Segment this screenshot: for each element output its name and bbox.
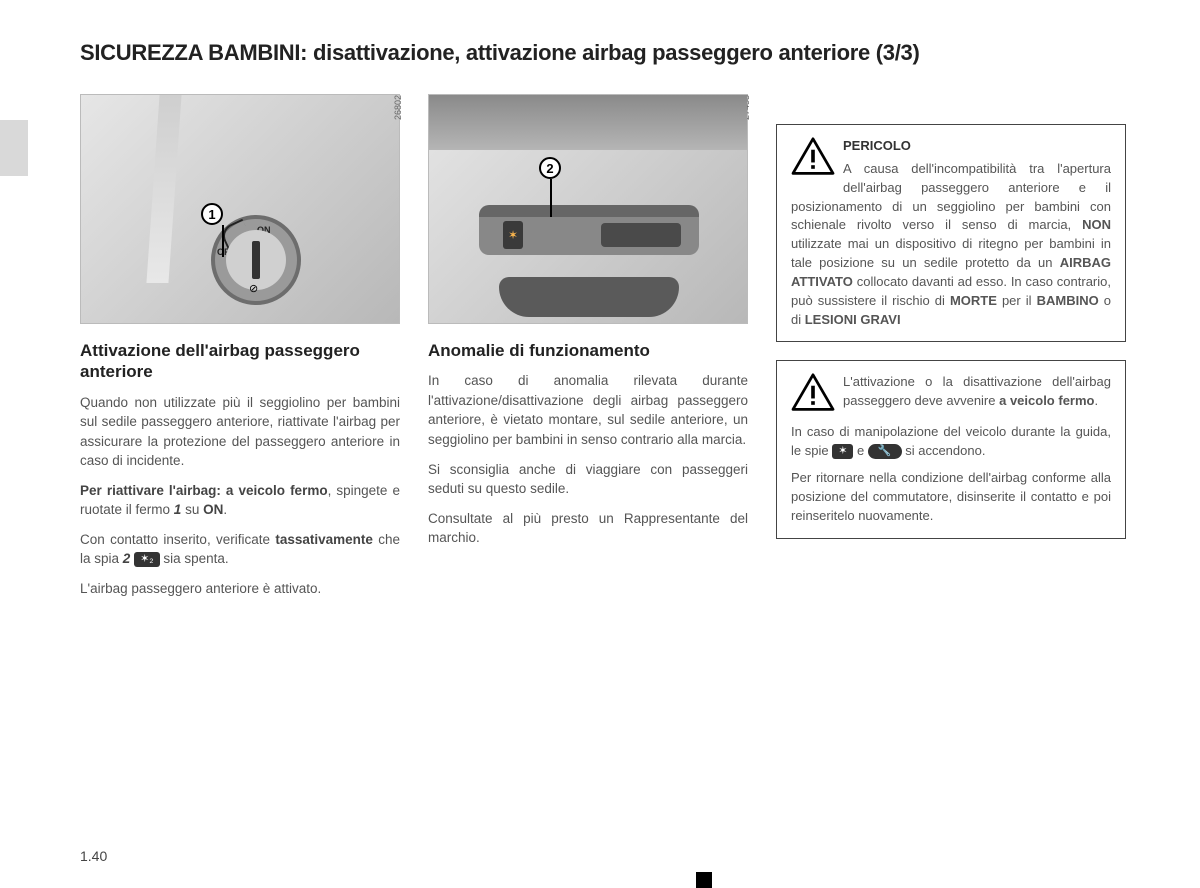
col1-heading: Attivazione dell'airbag passeggero anter… — [80, 340, 400, 383]
airbag-indicator-icon: ✶₂ — [134, 552, 160, 567]
crop-mark — [696, 872, 712, 888]
dashboard-panel: ✶ — [479, 205, 699, 255]
col2-heading: Anomalie di funzionamento — [428, 340, 748, 361]
manual-page: SICUREZZA BAMBINI: disattivazione, attiv… — [0, 0, 1200, 888]
airbag-switch-dial: ON OFF ⊘ — [211, 215, 301, 305]
callout-1: 1 — [201, 203, 223, 225]
col1-p2-bold: Per riattivare l'airbag: a veicolo fermo — [80, 483, 328, 498]
wrench-light-icon: 🔧 — [868, 444, 902, 459]
warn1-title: PERICOLO — [791, 137, 1111, 156]
col1-p2: Per riattivare l'airbag: a veicolo fermo… — [80, 481, 400, 520]
warning-triangle-icon — [791, 137, 835, 177]
airbag-warning-light-icon: ✶ — [503, 221, 523, 249]
column-right: PERICOLO A causa dell'incompatibilità tr… — [776, 94, 1126, 609]
figure-2: 27453 ✶ 2 — [428, 94, 748, 324]
warning-triangle-icon — [791, 373, 835, 413]
content-columns: 26802 ON OFF ⊘ 1 Attivazione dell'airbag… — [80, 94, 1140, 609]
col1-p3: Con contatto inserito, verificate tassat… — [80, 530, 400, 569]
col1-p4: L'airbag passeggero anteriore è attivato… — [80, 579, 400, 599]
column-middle: 27453 ✶ 2 Anomalie di funzionamento In c… — [428, 94, 748, 609]
callout-2: 2 — [539, 157, 561, 179]
figure-1: 26802 ON OFF ⊘ 1 — [80, 94, 400, 324]
page-number: 1.40 — [80, 848, 107, 864]
figure-1-code: 26802 — [393, 95, 403, 120]
airbag-light-icon: ✶ — [832, 444, 853, 459]
col1-p1: Quando non utilizzate più il seggiolino … — [80, 393, 400, 471]
airbag-symbol-icon: ⊘ — [249, 282, 258, 295]
column-left: 26802 ON OFF ⊘ 1 Attivazione dell'airbag… — [80, 94, 400, 609]
col2-p3: Consultate al più presto un Rappresentan… — [428, 509, 748, 548]
warning-box-danger: PERICOLO A causa dell'incompatibilità tr… — [776, 124, 1126, 342]
dashboard-screen — [601, 223, 681, 247]
warning-box-stationary: L'attivazione o la disattivazione dell'a… — [776, 360, 1126, 538]
col2-p1: In caso di anomalia rilevata durante l'a… — [428, 371, 748, 449]
page-title: SICUREZZA BAMBINI: disattivazione, attiv… — [80, 40, 1140, 66]
col2-p2: Si sconsiglia anche di viaggiare con pas… — [428, 460, 748, 499]
